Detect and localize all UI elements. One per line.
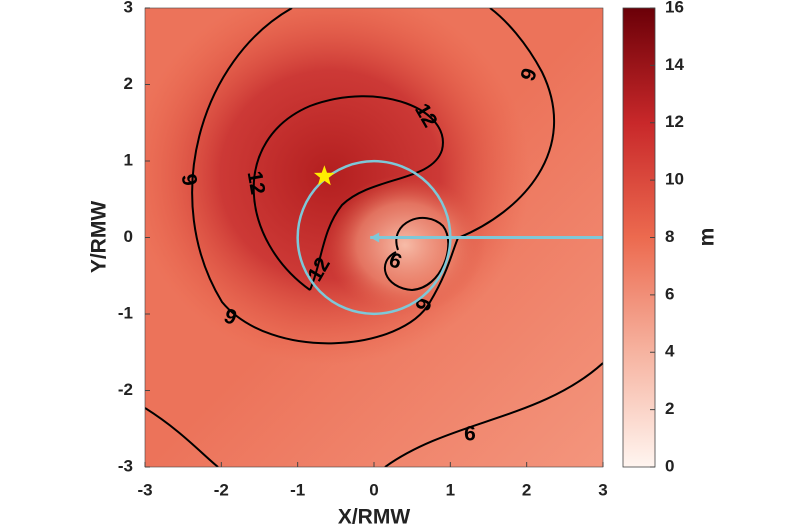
x-tick-label: -1 bbox=[290, 480, 305, 499]
colorbar-tick-label: 12 bbox=[665, 112, 684, 131]
x-tick-label: 1 bbox=[446, 480, 455, 499]
x-tick-label: 3 bbox=[598, 480, 607, 499]
colorbar-tick-label: 10 bbox=[665, 170, 684, 189]
contour-label: 12 bbox=[243, 169, 270, 196]
y-tick-label: 3 bbox=[124, 0, 133, 16]
y-tick-label: 1 bbox=[124, 150, 133, 169]
contour-line bbox=[384, 362, 603, 467]
x-tick-label: -2 bbox=[214, 480, 229, 499]
colorbar-tick-label: 0 bbox=[665, 456, 674, 475]
star-marker bbox=[313, 165, 335, 186]
contour-label: 6 bbox=[464, 423, 476, 446]
y-tick-label: 0 bbox=[124, 227, 133, 246]
colorbar-tick-label: 16 bbox=[665, 0, 684, 16]
x-tick-label: 0 bbox=[369, 480, 378, 499]
colorbar-tick-label: 2 bbox=[665, 399, 674, 418]
y-axis-label: Y/RMW bbox=[88, 201, 111, 274]
contour-line bbox=[191, 8, 555, 345]
colorbar-tick-label: 14 bbox=[665, 55, 684, 74]
contour-line bbox=[145, 407, 219, 467]
contour-label: 9 bbox=[177, 172, 202, 188]
y-tick-label: -2 bbox=[118, 380, 133, 399]
colorbar-tick-label: 6 bbox=[665, 284, 674, 303]
colorbar-tick-label: 4 bbox=[665, 342, 675, 361]
contour-line bbox=[384, 216, 450, 292]
heatmap-shade bbox=[325, 175, 485, 315]
colorbar-label: m bbox=[696, 228, 719, 247]
colorbar bbox=[622, 7, 656, 468]
y-tick-label: 2 bbox=[124, 74, 133, 93]
x-tick-label: -3 bbox=[137, 480, 152, 499]
y-tick-label: -3 bbox=[118, 456, 133, 475]
x-tick-label: 2 bbox=[522, 480, 531, 499]
x-axis-label: X/RMW bbox=[338, 506, 411, 529]
arrow-head bbox=[370, 232, 380, 243]
y-tick-label: -1 bbox=[118, 303, 133, 322]
contour-line bbox=[252, 95, 444, 291]
colorbar-tick-label: 8 bbox=[665, 227, 674, 246]
